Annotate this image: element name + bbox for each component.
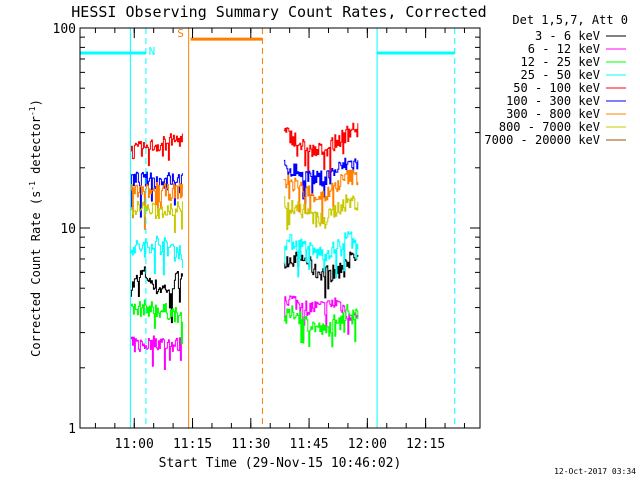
- legend-label: 50 - 100 keV: [513, 81, 600, 95]
- chart-title: HESSI Observing Summary Count Rates, Cor…: [71, 3, 486, 21]
- x-tick-label: 11:45: [290, 437, 329, 452]
- legend-label: 6 - 12 keV: [528, 42, 600, 56]
- series-line-2-seg-0: [130, 299, 183, 345]
- series-line-6-seg-1: [283, 169, 359, 224]
- legend-header: Det 1,5,7, Att 0: [512, 13, 628, 27]
- legend-label: 800 - 7000 keV: [499, 120, 600, 134]
- legend-label: 7000 - 20000 keV: [484, 133, 600, 147]
- y-axis-label-mid: detector: [29, 116, 43, 181]
- overlay-lines: NS: [80, 27, 456, 428]
- series-line-6-seg-0: [130, 182, 183, 230]
- x-axis-ticks: 11:00 11:15 11:30 11:45 12:00 12:15: [94, 28, 465, 452]
- series-line-2-seg-1: [283, 304, 359, 348]
- y-tick-label: 10: [60, 222, 76, 237]
- x-tick-label: 11:00: [115, 437, 154, 452]
- legend-label: 100 - 300 keV: [506, 94, 600, 108]
- series-line-0-seg-0: [130, 266, 183, 324]
- y-axis-label: Corrected Count Rate (s-1 detector-1): [28, 99, 43, 357]
- series-line-3-seg-1: [283, 231, 359, 278]
- series-line-4-seg-1: [283, 122, 359, 182]
- legend-label: 3 - 6 keV: [535, 29, 600, 43]
- flag-label-0: N: [149, 45, 156, 58]
- y-axis-label-main: Corrected Count Rate (s: [29, 191, 43, 357]
- y-axis-ticks: 1 10 100: [53, 22, 480, 437]
- legend-label: 300 - 800 keV: [506, 107, 600, 121]
- timestamp: 12-Oct-2017 03:34: [554, 467, 636, 476]
- series-line-7-seg-1: [283, 194, 359, 231]
- series-line-4-seg-0: [130, 133, 183, 167]
- y-axis-label-sup1: -1: [28, 181, 37, 191]
- flag-label-2: S: [177, 27, 184, 40]
- x-tick-label: 11:30: [231, 437, 270, 452]
- y-tick-label: 100: [53, 22, 76, 37]
- legend-label: 25 - 50 keV: [521, 68, 600, 82]
- series-line-7-seg-0: [130, 201, 183, 233]
- x-tick-label: 11:15: [173, 437, 212, 452]
- series-line-1-seg-0: [130, 335, 183, 370]
- x-tick-label: 12:00: [348, 437, 387, 452]
- series-line-5-seg-1: [283, 157, 359, 205]
- x-axis-label: Start Time (29-Nov-15 10:46:02): [159, 456, 402, 471]
- y-tick-label: 1: [68, 422, 76, 437]
- series-line-3-seg-0: [130, 235, 183, 276]
- y-axis-label-end: ): [29, 99, 43, 106]
- series-line-5-seg-0: [130, 171, 183, 218]
- series-line-0-seg-1: [283, 251, 359, 299]
- plot-frame: [79, 27, 481, 429]
- y-axis-label-sup2: -1: [28, 106, 37, 116]
- data-lines: [130, 122, 359, 370]
- legend-label: 12 - 25 keV: [521, 55, 600, 69]
- x-tick-label: 12:15: [406, 437, 445, 452]
